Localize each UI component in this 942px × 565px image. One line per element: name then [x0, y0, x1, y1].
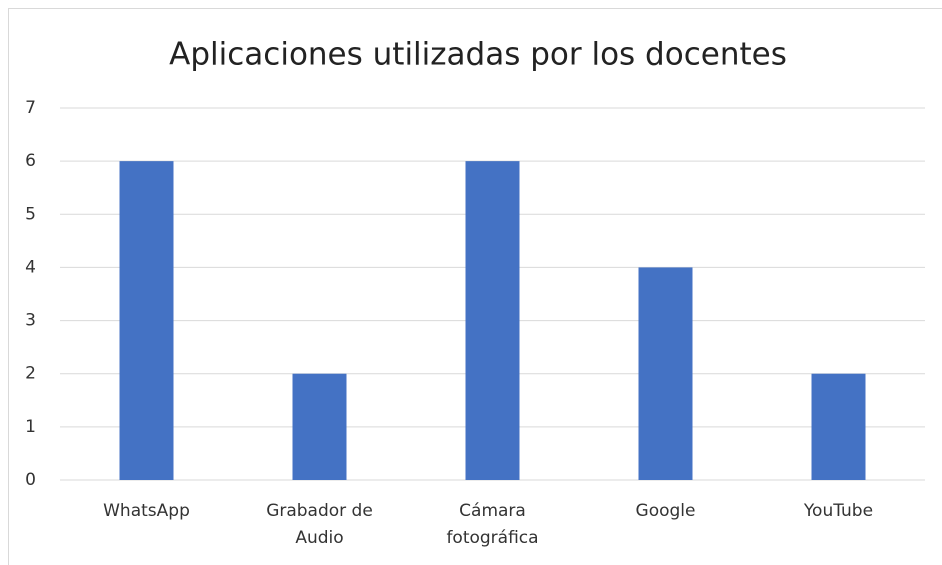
y-tick-label: 2 [25, 364, 36, 384]
bar [119, 161, 174, 480]
y-tick-label: 5 [25, 204, 36, 224]
x-tick-label: YouTube [803, 501, 873, 521]
y-tick-label: 6 [25, 151, 36, 171]
y-tick-label: 3 [25, 311, 36, 331]
x-tick-label: Cámara fotográfica [446, 501, 538, 548]
chart-title: Aplicaciones utilizadas por los docentes [169, 37, 787, 73]
bar [465, 161, 520, 480]
y-tick-label: 4 [25, 257, 36, 277]
bar [811, 373, 866, 480]
y-tick-label: 1 [25, 417, 36, 437]
x-tick-label: Google [636, 501, 696, 521]
x-tick-label: Grabador de Audio [266, 501, 373, 548]
y-tick-label: 0 [25, 470, 36, 490]
y-tick-label: 7 [25, 98, 36, 118]
x-tick-label: WhatsApp [103, 501, 190, 521]
bar [638, 267, 693, 480]
bar [292, 373, 347, 480]
